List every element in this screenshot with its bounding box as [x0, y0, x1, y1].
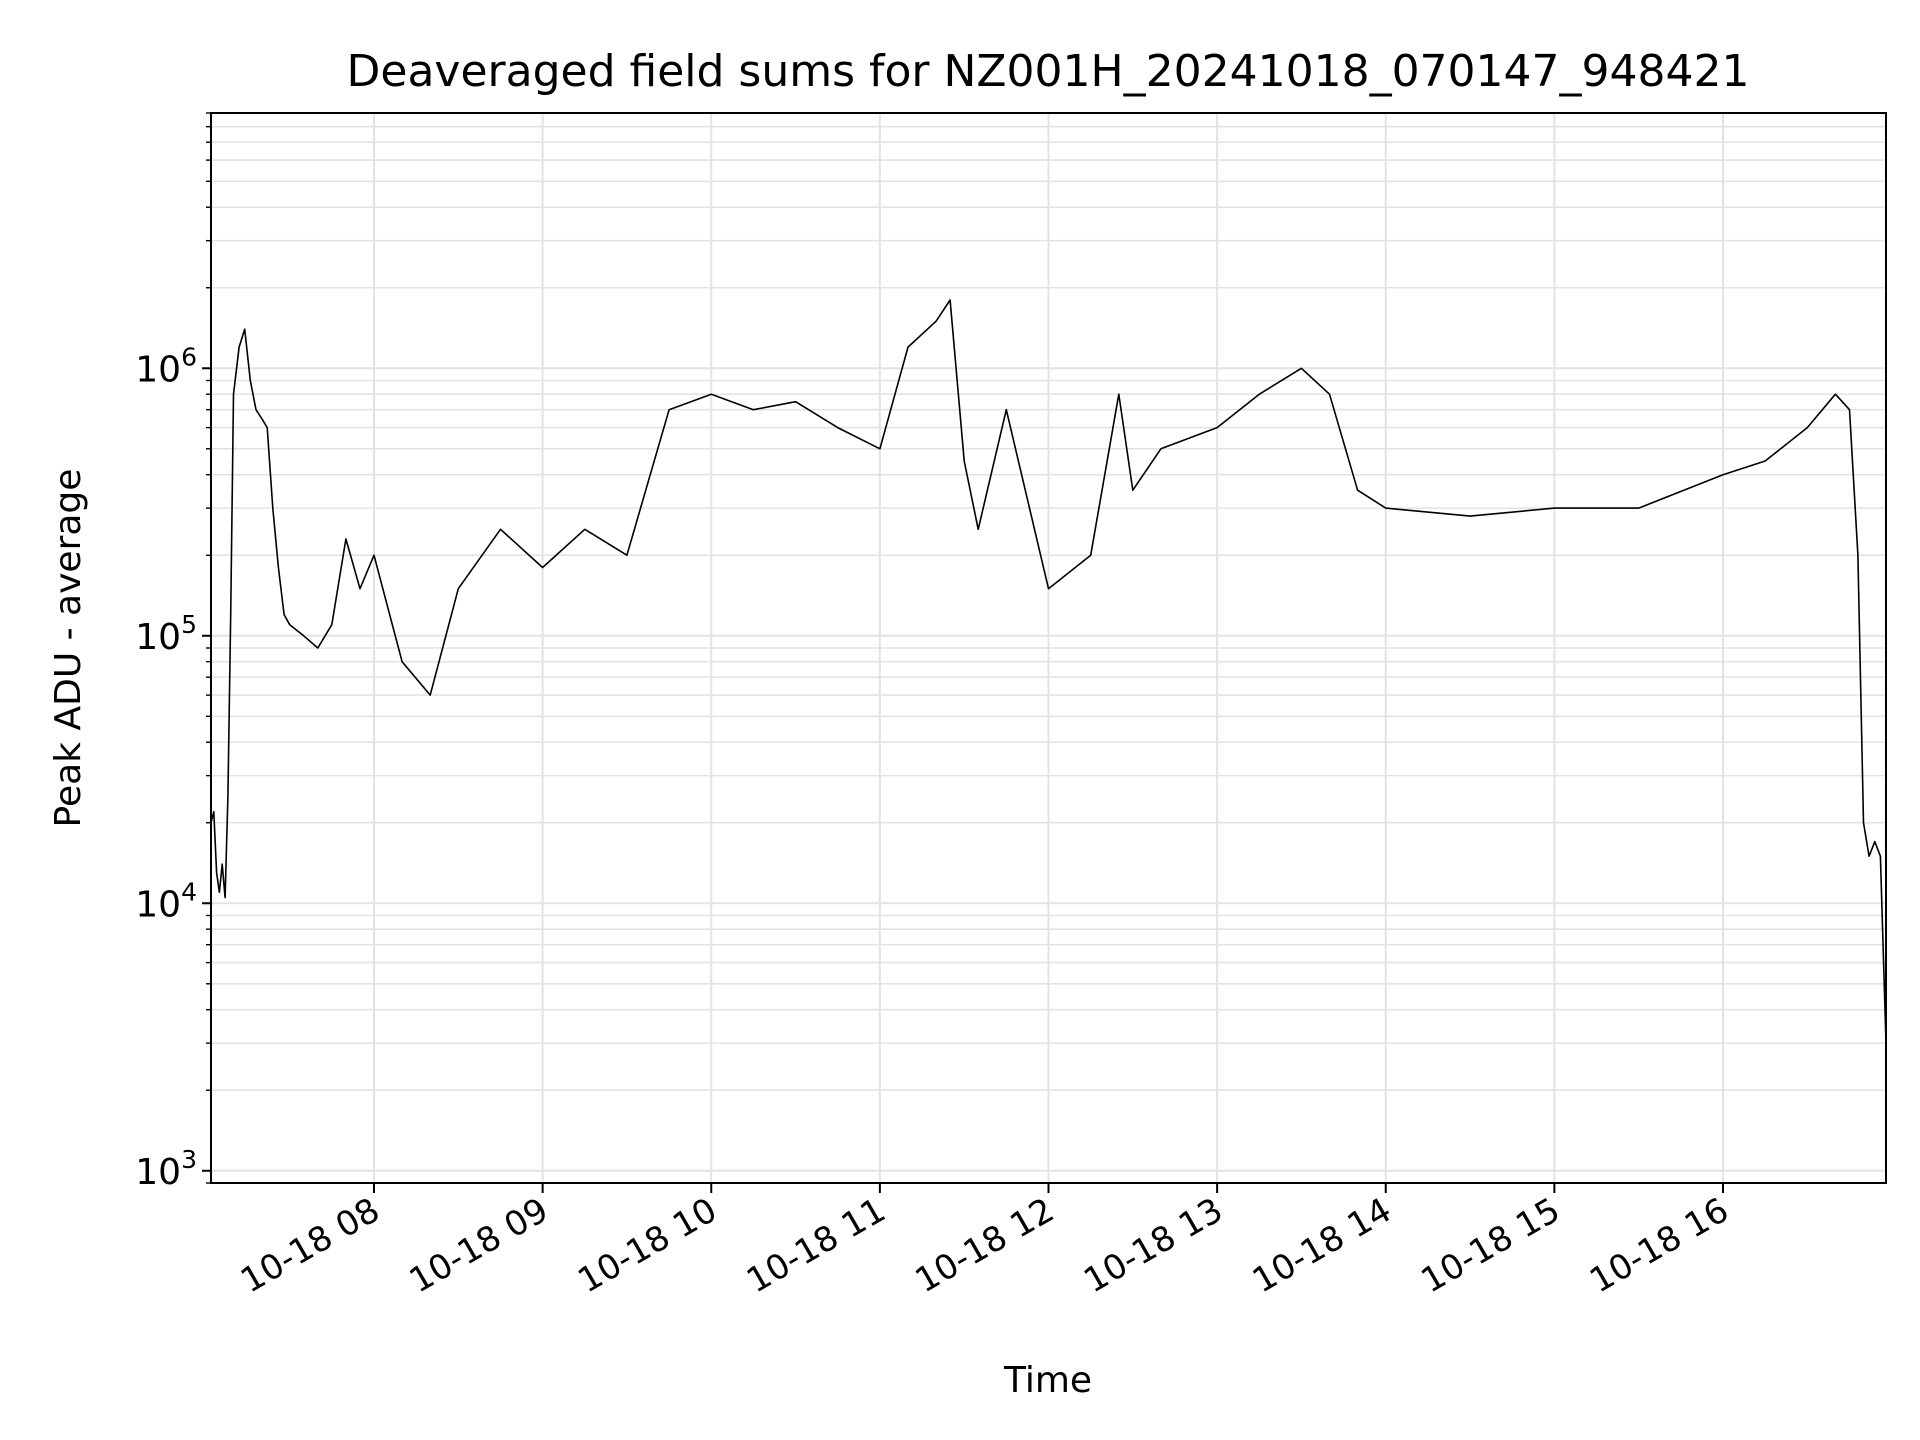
series-line [210, 299, 1887, 1044]
y-tick-label: 105 [135, 610, 197, 658]
y-axis-label: Peak ADU - average [48, 469, 89, 828]
series-layer [210, 299, 1887, 1044]
y-tick-label: 103 [135, 1145, 197, 1193]
y-tick-label: 106 [135, 342, 197, 390]
chart-title: Deaveraged field sums for NZ001H_2024101… [347, 46, 1750, 97]
tick-marks [202, 112, 1724, 1193]
x-axis-label: Time [1003, 1360, 1092, 1401]
grid-lines [211, 112, 1886, 1184]
y-tick-label: 104 [135, 877, 197, 925]
